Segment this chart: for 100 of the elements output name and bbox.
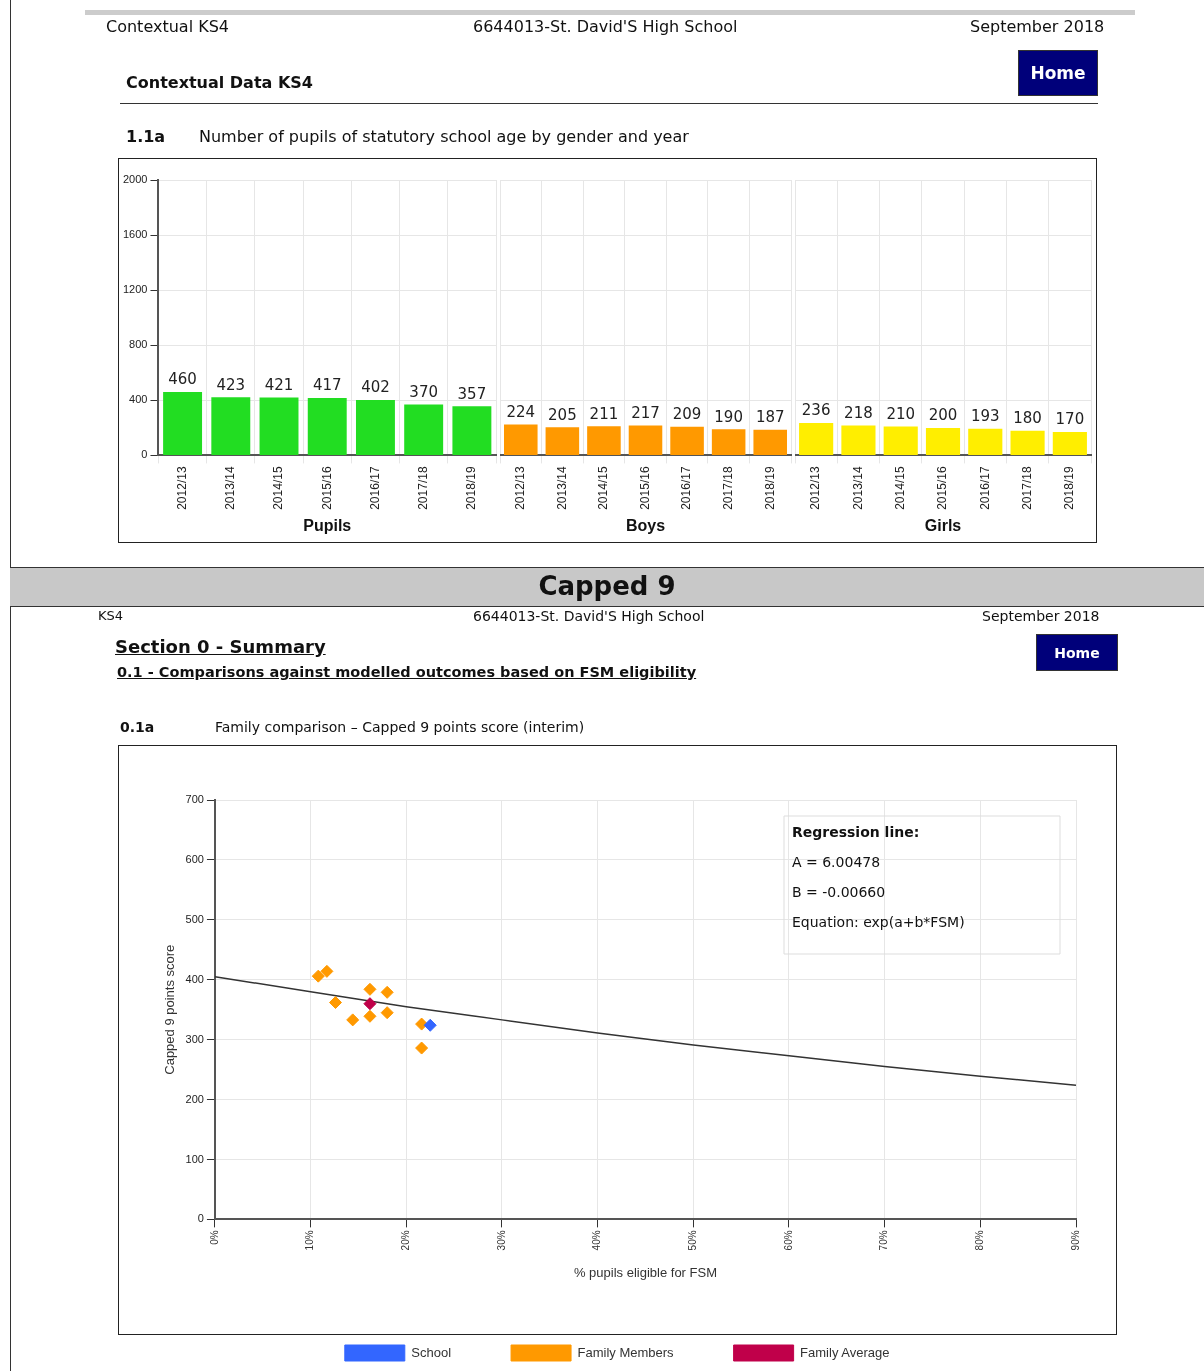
- x-tick-label: 30%: [495, 1230, 507, 1251]
- data-label: 236: [801, 401, 831, 420]
- data-label: 209: [672, 405, 702, 424]
- x-tick-label: 2016/17: [679, 466, 694, 510]
- y-tick-label: 600: [185, 852, 204, 865]
- bar: [799, 422, 834, 455]
- data-label: 200: [928, 406, 958, 425]
- x-tick-label: 2015/16: [935, 466, 950, 510]
- annotation: Equation: exp(a+b*FSM): [792, 913, 965, 930]
- y-tick-label: 800: [129, 338, 148, 351]
- text: 0.1a: [120, 719, 155, 735]
- legend-label: Family Average: [800, 1344, 890, 1360]
- bar: [404, 404, 444, 455]
- point: [380, 1006, 394, 1020]
- point: [363, 1009, 377, 1023]
- point: [363, 982, 377, 996]
- home-button[interactable]: Home: [1036, 634, 1118, 671]
- data-label: 423: [216, 375, 246, 394]
- data-label: 421: [264, 375, 294, 394]
- text: September 2018: [982, 608, 1100, 624]
- x-axis-title: Boys: [625, 516, 666, 534]
- x-tick-label: 20%: [400, 1230, 412, 1251]
- data-label: 370: [409, 382, 438, 401]
- point: [380, 985, 394, 999]
- x-tick-label: 10%: [304, 1230, 316, 1251]
- text: Capped 9: [538, 571, 676, 601]
- text: September 2018: [970, 17, 1105, 36]
- text: 6644013-St. David'S High School: [473, 608, 705, 624]
- x-tick-label: 50%: [687, 1230, 699, 1251]
- chart-title: Number of pupils of statutory school age by gender and year: [199, 127, 689, 146]
- y-tick-label: 200: [185, 1092, 204, 1105]
- x-tick-label: 2018/19: [762, 466, 777, 510]
- x-tick-label: 70%: [878, 1230, 890, 1251]
- legend-label: School: [411, 1344, 452, 1360]
- data-label: 180: [1013, 409, 1042, 428]
- data-label: 211: [589, 404, 619, 423]
- y-tick-label: 700: [185, 793, 204, 806]
- x-tick-label: 2013/14: [850, 466, 865, 510]
- point: [320, 964, 334, 978]
- home-button[interactable]: Home: [1018, 50, 1098, 96]
- data-label: 210: [886, 404, 916, 423]
- data-label: 187: [755, 408, 785, 427]
- annotation: B = -0.00660: [792, 883, 886, 900]
- data-label: 218: [844, 403, 873, 422]
- bar: [452, 406, 492, 455]
- bar: [355, 400, 395, 455]
- text: 0.1 - Comparisons against modelled outcomes based on FSM eligibility: [117, 664, 697, 680]
- legend-label: Family Members: [577, 1344, 675, 1360]
- bar: [925, 427, 961, 455]
- data-label: 402: [361, 378, 390, 397]
- x-tick-label: 2014/15: [596, 466, 611, 510]
- bar: [1010, 430, 1045, 455]
- y-tick-label: 500: [185, 912, 204, 925]
- y-tick-label: 0: [197, 1212, 204, 1225]
- x-tick-label: 0%: [208, 1230, 220, 1245]
- x-tick-label: 2012/13: [174, 466, 189, 510]
- data-label: 170: [1055, 410, 1085, 429]
- y-tick-label: 1200: [122, 283, 148, 296]
- text: KS4: [98, 608, 124, 623]
- x-tick-label: 60%: [782, 1230, 794, 1251]
- y-tick-label: 400: [129, 393, 148, 406]
- text: 6644013-St. David'S High School: [473, 17, 738, 36]
- bar: [163, 392, 203, 455]
- point: [311, 969, 325, 983]
- x-axis-title: Girls: [924, 516, 962, 534]
- x-tick-label: 2012/13: [513, 466, 528, 510]
- x-tick-label: 40%: [591, 1230, 603, 1251]
- y-tick-label: 400: [185, 972, 204, 985]
- y-axis-title: Capped 9 points score: [162, 944, 178, 1075]
- y-tick-label: 100: [185, 1152, 204, 1165]
- data-label: 190: [714, 407, 743, 426]
- text: Contextual KS4: [106, 17, 229, 36]
- data-label: 193: [970, 407, 1000, 426]
- point: [415, 1041, 429, 1055]
- data-label: 460: [168, 370, 197, 389]
- point: [423, 1018, 437, 1032]
- x-axis-title: % pupils eligible for FSM: [573, 1264, 718, 1280]
- annotation: Regression line:: [792, 823, 920, 840]
- x-tick-label: 2015/16: [637, 466, 652, 510]
- y-tick-label: 300: [185, 1032, 204, 1045]
- x-tick-label: 2012/13: [808, 466, 823, 510]
- data-label: 205: [548, 405, 577, 424]
- y-tick-label: 1600: [122, 228, 148, 241]
- point: [363, 997, 377, 1011]
- bar: [968, 428, 1003, 455]
- data-label: 417: [312, 376, 342, 395]
- x-tick-label: 2018/19: [464, 466, 479, 510]
- x-tick-label: 2016/17: [977, 466, 992, 510]
- y-tick-label: 0: [141, 448, 148, 461]
- bar: [259, 397, 299, 455]
- x-tick-label: 2017/18: [720, 466, 735, 510]
- chart-title: Family comparison – Capped 9 points score (interim): [215, 719, 585, 735]
- bar: [307, 398, 347, 455]
- bar: [841, 425, 876, 455]
- text: 1.1a: [126, 127, 166, 146]
- x-tick-label: 2017/18: [415, 466, 430, 510]
- x-tick-label: 2014/15: [271, 466, 286, 510]
- x-tick-label: 2016/17: [367, 466, 382, 510]
- x-tick-label: 2017/18: [1019, 466, 1034, 510]
- x-tick-label: 90%: [1069, 1230, 1081, 1251]
